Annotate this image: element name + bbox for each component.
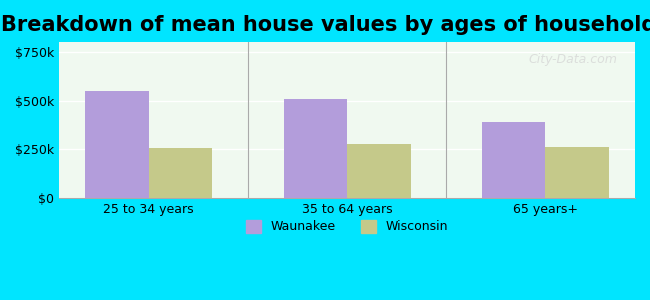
Bar <box>85 91 149 198</box>
Bar <box>545 147 609 198</box>
Text: City-Data.com: City-Data.com <box>529 53 617 66</box>
Legend: Waunakee, Wisconsin: Waunakee, Wisconsin <box>240 215 453 238</box>
Bar <box>482 122 545 198</box>
Bar <box>283 99 347 198</box>
Title: Breakdown of mean house values by ages of householders: Breakdown of mean house values by ages o… <box>1 15 650 35</box>
Bar <box>149 148 212 198</box>
Bar <box>347 144 411 198</box>
